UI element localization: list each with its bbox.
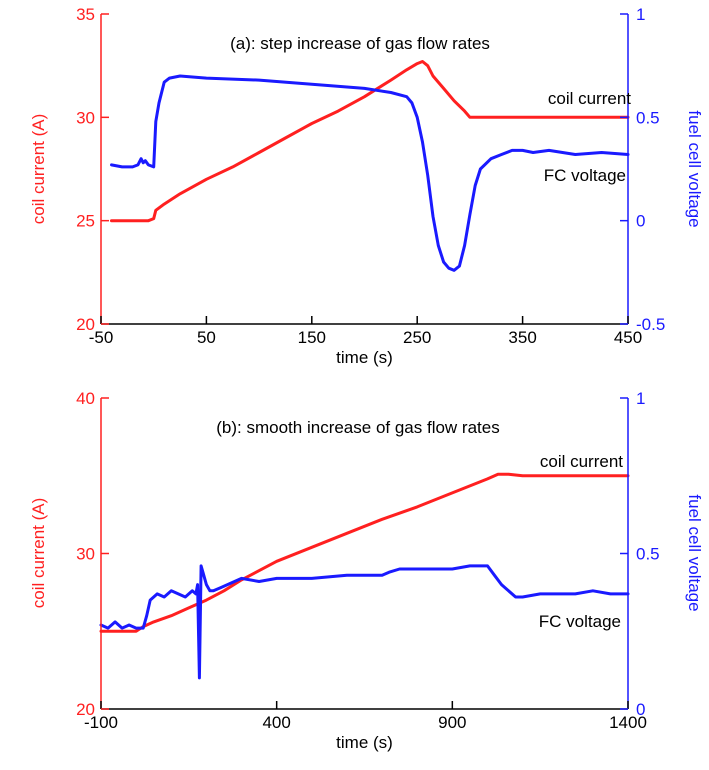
y-left-tick-label: 20	[76, 700, 95, 719]
chart-panel-a: -50 50 150 250 350 450 20 25 30 35 -0.5 0 0.5 1 time (…	[29, 5, 704, 367]
panel-title: (b): smooth increase of gas flow rates	[216, 418, 499, 437]
x-tick-label: -100	[84, 713, 118, 732]
series-line-fc-voltage	[99, 564, 630, 680]
y-right-tick-label: 1	[636, 389, 645, 408]
y-right-tick-label: 0	[636, 212, 645, 231]
x-axis-title: time (s)	[336, 733, 393, 752]
y-left-tick-label: 35	[76, 5, 95, 24]
x-tick-label: 400	[262, 713, 290, 732]
y-left-tick-label: 20	[76, 315, 95, 334]
x-tick-label: 1400	[609, 713, 647, 732]
x-tick-label: 250	[403, 328, 431, 347]
y-left-tick-label: 25	[76, 212, 95, 231]
x-tick-label: 450	[614, 328, 642, 347]
annotation-fc-voltage: FC voltage	[539, 612, 621, 631]
x-tick-label: 50	[197, 328, 216, 347]
y-axis-left-title: coil current (A)	[29, 114, 48, 225]
y-axis-right-title: fuel cell voltage	[685, 110, 704, 227]
panel-title: (a): step increase of gas flow rates	[230, 34, 490, 53]
annotation-coil-current: coil current	[540, 452, 623, 471]
series-line-coil-current	[110, 60, 630, 223]
series-line-coil-current	[99, 472, 630, 633]
y-left-tick-label: 40	[76, 389, 95, 408]
x-axis-title: time (s)	[336, 348, 393, 367]
series-line-fc-voltage	[110, 74, 630, 272]
x-tick-label: 900	[438, 713, 466, 732]
y-left-tick-label: 30	[76, 545, 95, 564]
y-axis-left-title: coil current (A)	[29, 498, 48, 609]
y-right-tick-label: 0	[636, 700, 645, 719]
x-tick-label: 350	[508, 328, 536, 347]
annotation-fc-voltage: FC voltage	[544, 166, 626, 185]
x-tick-label: 150	[298, 328, 326, 347]
y-right-tick-label: -0.5	[636, 315, 665, 334]
y-right-tick-label: 0.5	[636, 108, 660, 127]
y-right-tick-label: 1	[636, 5, 645, 24]
annotation-coil-current: coil current	[548, 89, 631, 108]
x-tick-label: -50	[89, 328, 114, 347]
y-axis-right-title: fuel cell voltage	[685, 494, 704, 611]
y-left-tick-label: 30	[76, 108, 95, 127]
y-right-tick-label: 0.5	[636, 545, 660, 564]
